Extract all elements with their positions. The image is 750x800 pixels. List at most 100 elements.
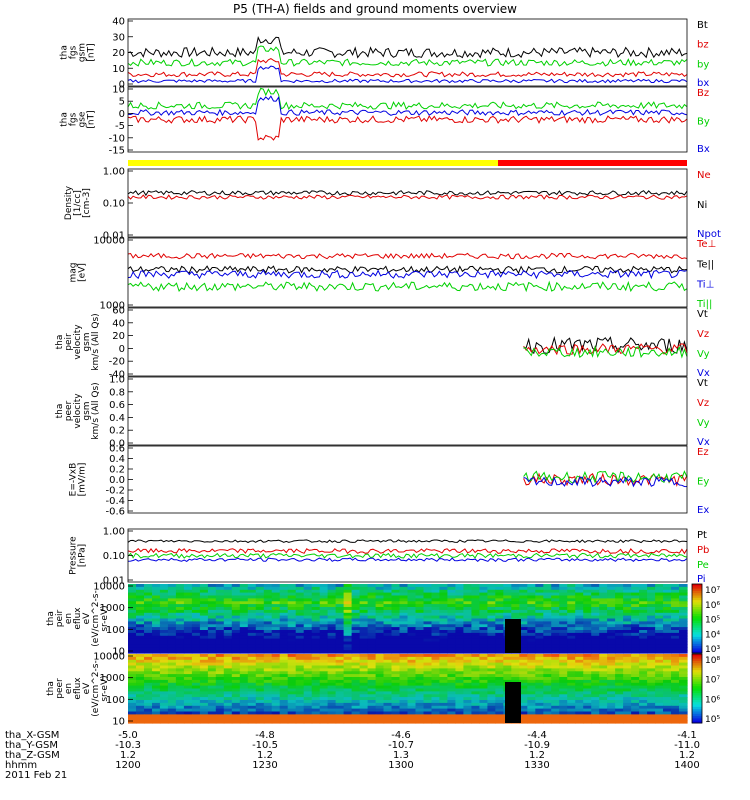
spectrogram-cell [607, 668, 616, 672]
spectrogram-cell [183, 638, 193, 643]
legend-entry: Ex [697, 505, 709, 516]
spectrogram-cell [455, 601, 464, 605]
spectrogram-cell [199, 656, 209, 661]
spectrogram-cell [351, 647, 361, 651]
spectrogram-cell [207, 638, 217, 643]
spectrogram-cell [263, 586, 273, 591]
spectrogram-cell [639, 650, 648, 654]
spectrogram-cell [239, 656, 249, 661]
spectrogram-cell [543, 717, 552, 721]
spectrogram-cell [367, 604, 377, 608]
spectrogram-cell [559, 635, 568, 640]
colorbar-tick-label: 10⁶ [705, 695, 720, 705]
y-axis-label: E=-VxB [69, 463, 79, 497]
spectrogram-cell [455, 618, 464, 622]
spectrogram-cell [639, 627, 648, 631]
spectrogram-cell [175, 702, 185, 707]
y-axis-label: (eV/cm^2-s- [91, 660, 101, 716]
spectrogram-cell [471, 598, 480, 602]
spectrogram-cell [175, 615, 185, 620]
spectrogram-cell [559, 708, 568, 713]
spectrogram-cell [128, 677, 137, 681]
spectrogram-cell [671, 589, 680, 594]
spectrogram-cell [639, 694, 648, 698]
spectrogram-cell [663, 627, 672, 631]
spectrogram-cell [543, 674, 552, 678]
spectrogram-cell [351, 641, 361, 645]
spectrogram-cell [327, 688, 337, 692]
spectrogram-cell [223, 630, 233, 634]
spectrogram-cell [559, 589, 568, 594]
spectrogram-cell [591, 586, 600, 591]
spectrogram-cell [559, 677, 568, 681]
spectrogram-cell [311, 674, 321, 678]
spectrogram-cell [439, 644, 448, 648]
spectrogram-cell [136, 720, 145, 724]
spectrogram-cell [152, 627, 161, 631]
spectrogram-cell [663, 720, 672, 724]
spectrogram-cell [311, 691, 321, 695]
spectrogram-cell [159, 592, 169, 597]
spectrogram-cell [639, 705, 648, 710]
y-tick-label: 1000 [100, 301, 125, 312]
spectrogram-cell [591, 592, 600, 597]
spectrogram-cell [655, 635, 664, 640]
spectrogram-cell [383, 586, 393, 591]
spectrogram-cell [583, 714, 592, 718]
spectrogram-cell [144, 682, 153, 687]
spectrogram-cell [399, 708, 409, 713]
spectrogram-cell [431, 598, 441, 602]
spectrogram-cell [223, 691, 233, 695]
spectrogram-cell [567, 700, 576, 704]
spectrogram-cell [359, 659, 369, 664]
spectrogram-cell [519, 700, 528, 704]
spectrogram-cell [447, 711, 456, 715]
spectrogram-cell [303, 688, 313, 692]
spectrogram-cell [439, 674, 448, 678]
spectrogram-cell [639, 662, 648, 667]
spectrogram-cell [575, 662, 584, 667]
spectrogram-cell [415, 630, 425, 634]
spectrogram-cell [639, 609, 648, 614]
spectrogram-cell [319, 615, 329, 620]
spectrogram-cell [183, 627, 193, 631]
spectrogram-cell [591, 647, 600, 651]
spectrogram-cell [471, 711, 480, 715]
colorbar-cell [692, 697, 702, 701]
spectrogram-cell [407, 697, 417, 701]
spectrogram-cell [599, 650, 608, 654]
spectrogram-cell [551, 662, 560, 667]
spectrogram-cell [207, 595, 217, 599]
spectrogram-cell [215, 668, 225, 672]
spectrogram-cell [407, 682, 417, 687]
spectrogram-cell [359, 688, 369, 692]
spectrogram-cell [287, 677, 297, 681]
spectrogram-cell [583, 720, 592, 724]
spectrogram-cell [351, 682, 361, 687]
spectrogram-cell [455, 720, 464, 724]
spectrogram-cell [303, 627, 313, 631]
spectrogram-cell [191, 694, 201, 698]
spectrogram-cell [519, 668, 528, 672]
spectrogram-cell [367, 654, 377, 658]
y-axis-label: (eV/cm^2-s- [91, 590, 101, 646]
spectrogram-cell [128, 618, 137, 622]
spectrogram-cell [144, 627, 153, 631]
spectrogram-cell [479, 665, 488, 669]
spectrogram-cell [679, 654, 688, 658]
spectrogram-cell [439, 714, 448, 718]
spectrogram-cell [463, 717, 472, 721]
spectrogram-cell [343, 688, 353, 692]
spectrogram-cell [128, 604, 137, 608]
spectrogram-cell [543, 630, 552, 634]
spectrogram-cell [591, 624, 600, 628]
spectrogram-cell [295, 586, 305, 591]
spectrogram-cell [559, 638, 568, 643]
spectrogram-cell [407, 607, 417, 611]
spectrogram-cell [159, 609, 169, 614]
spectrogram-cell [383, 621, 393, 625]
spectrogram-cell [295, 679, 305, 684]
spectrogram-cell [287, 700, 297, 704]
spectrogram-cell [159, 662, 169, 667]
spectrogram-cell [663, 615, 672, 620]
